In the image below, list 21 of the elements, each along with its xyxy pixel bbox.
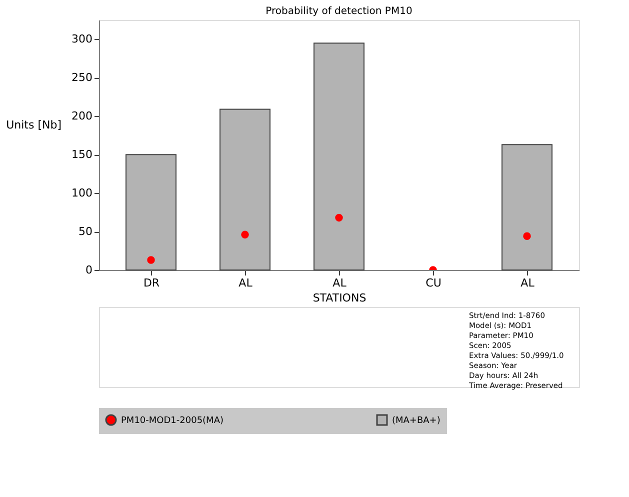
legend-label: PM10-MOD1-2005(MA): [121, 416, 224, 426]
point: [335, 214, 343, 222]
legend-label: (MA+BA+): [392, 416, 440, 426]
point: [147, 256, 155, 264]
y-tick-label: 200: [72, 110, 92, 123]
y-tick-label: 0: [86, 264, 92, 276]
x-tick-label: AL: [520, 276, 536, 290]
x-tick-label: DR: [143, 276, 160, 290]
chart-title: Probability of detection PM10: [266, 6, 412, 17]
y-tick-label: 100: [72, 186, 92, 200]
y-tick-label: 50: [78, 225, 92, 238]
y-tick-label: 150: [72, 148, 92, 162]
y-tick-label: 300: [72, 32, 92, 46]
point: [241, 230, 249, 238]
y-tick-label: 250: [72, 71, 92, 84]
point: [523, 232, 531, 240]
y-axis-title: Units [Nb]: [6, 118, 62, 132]
x-tick-label: CU: [426, 276, 442, 290]
x-axis-title: STATIONS: [312, 292, 366, 304]
x-tick-label: AL: [238, 276, 254, 290]
x-tick-label: AL: [332, 276, 348, 290]
